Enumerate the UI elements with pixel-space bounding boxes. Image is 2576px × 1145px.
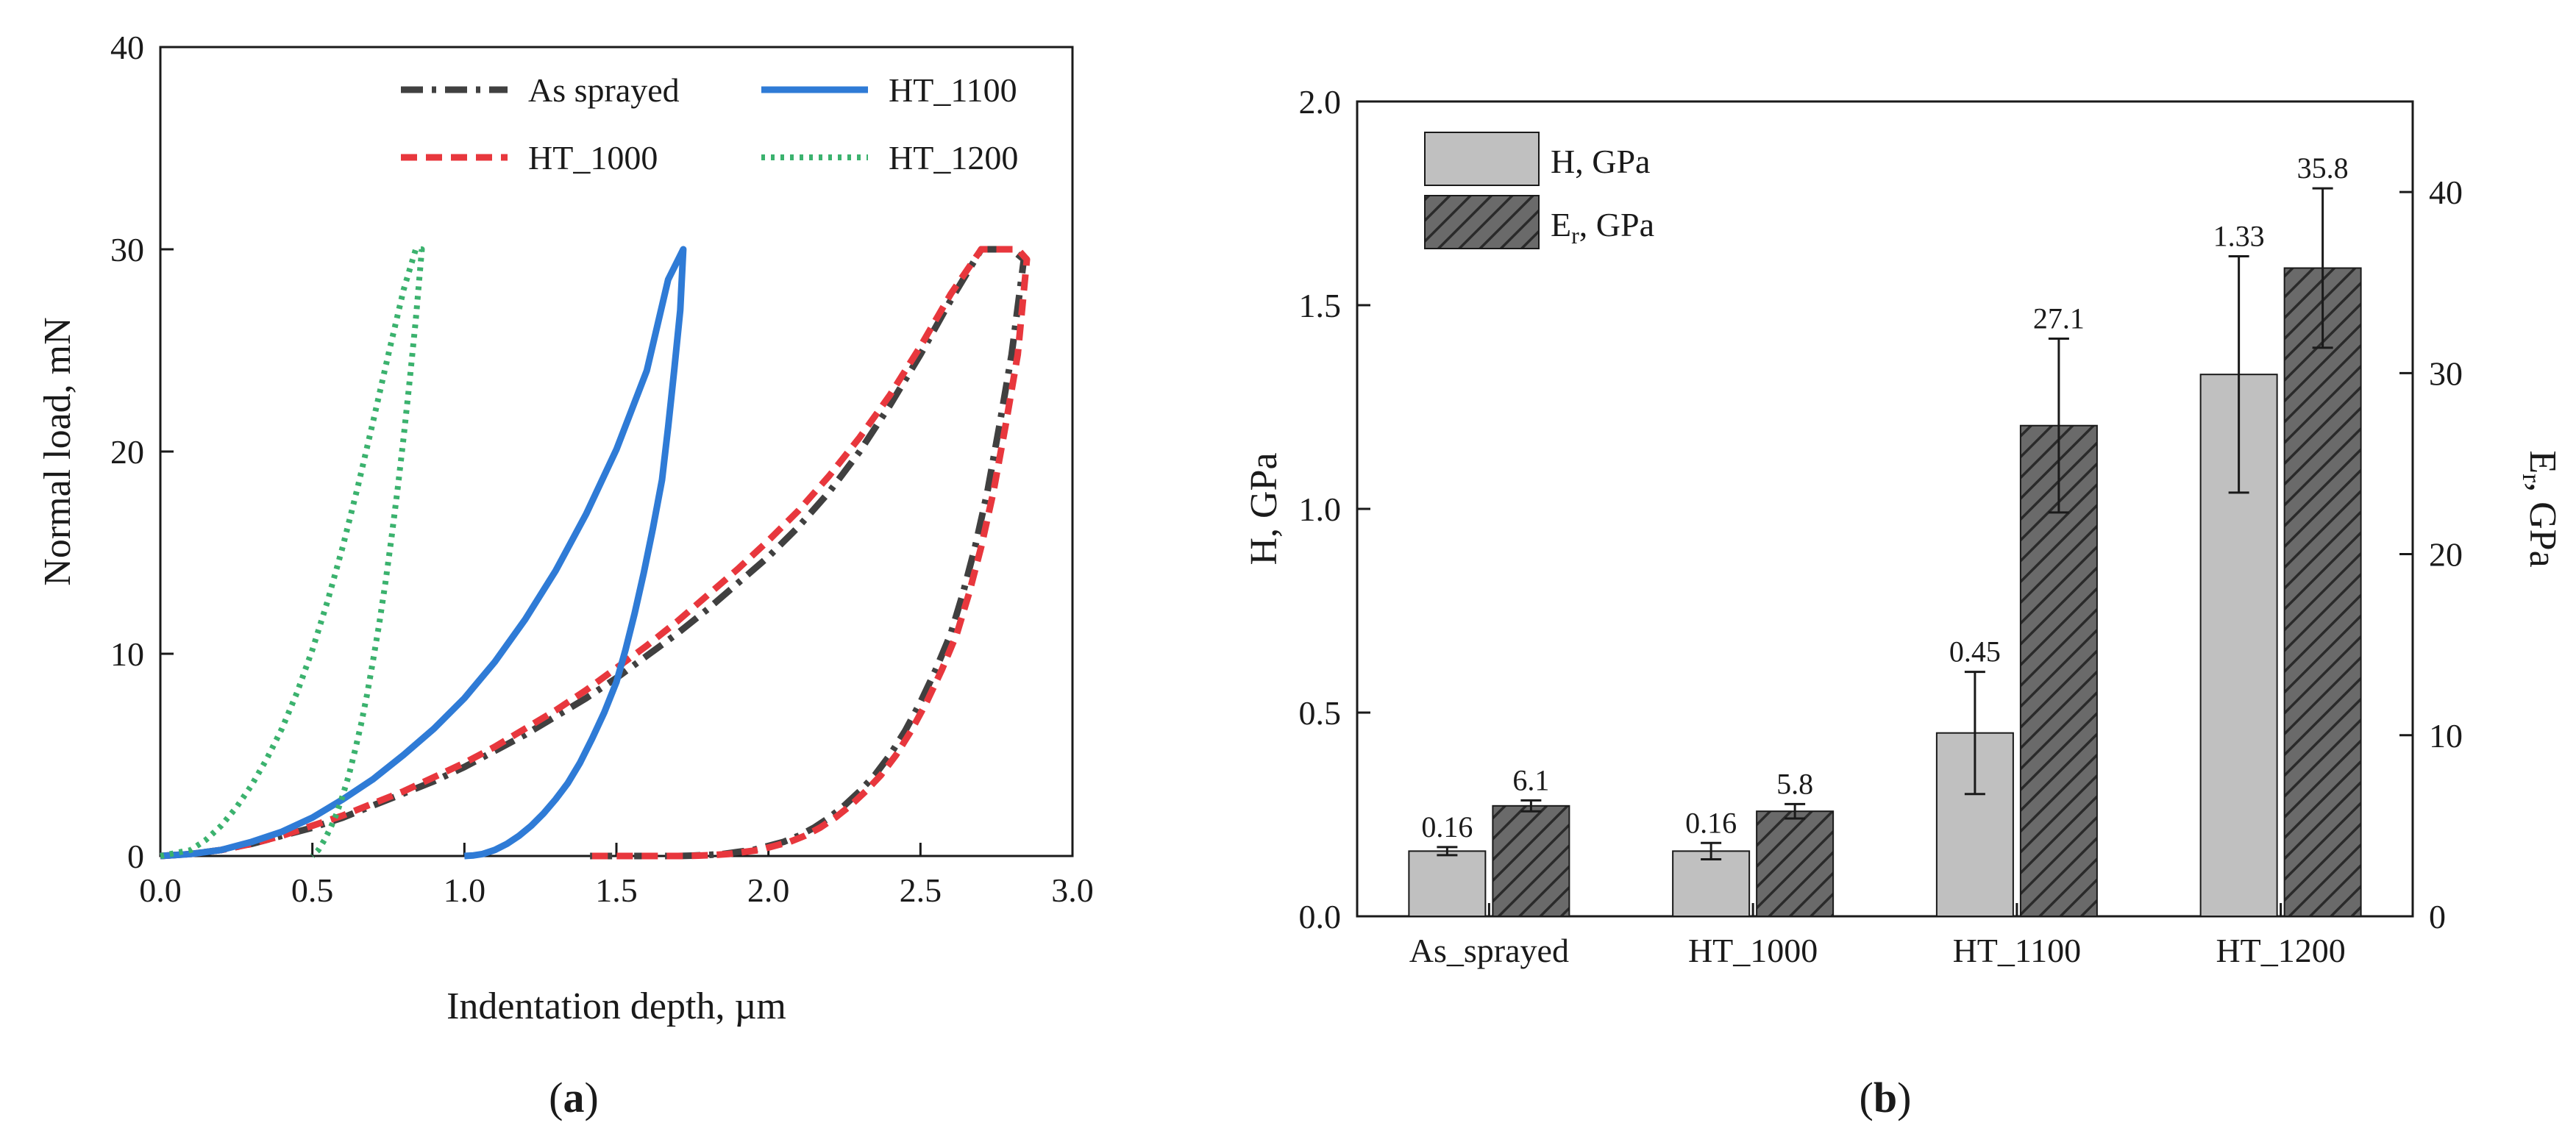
data-label: 0.16 bbox=[1685, 806, 1737, 839]
series-line-as-sprayed bbox=[160, 246, 1028, 860]
y-tick-label: 20 bbox=[110, 433, 144, 471]
right-y-tick-label: 20 bbox=[2429, 536, 2463, 574]
data-label: 1.33 bbox=[2213, 220, 2265, 253]
series-line-ht-1200 bbox=[160, 246, 425, 859]
legend-label-as-sprayed: As sprayed bbox=[528, 71, 680, 109]
x-tick-label: 2.0 bbox=[747, 871, 790, 909]
data-label: 0.45 bbox=[1949, 635, 2001, 668]
left-y-tick-label: 0.5 bbox=[1299, 694, 1342, 732]
left-y-tick-label: 1.0 bbox=[1299, 491, 1342, 528]
left-y-tick-label: 2.0 bbox=[1299, 83, 1342, 121]
panel-a-x-axis-label: Indentation depth, µm bbox=[446, 985, 786, 1027]
legend-swatch-modulus bbox=[1424, 195, 1540, 249]
right-y-tick-label: 30 bbox=[2429, 354, 2463, 392]
x-tick-label: 3.0 bbox=[1051, 871, 1094, 909]
category-label-ht-1200: HT_1200 bbox=[2216, 932, 2345, 969]
data-label: 0.16 bbox=[1421, 810, 1473, 843]
bar-hardness-as-sprayed bbox=[1408, 850, 1487, 917]
bar-hardness-ht-1000 bbox=[1672, 850, 1751, 917]
panel-b-legend: H, GPa Er, GPa bbox=[1424, 132, 1654, 249]
panel-a-ticks: 0.0 0.5 1.0 1.5 2.0 2.5 3.0 0 10 20 30 40 bbox=[110, 29, 1094, 909]
legend-label-ht-1200: HT_1200 bbox=[889, 139, 1018, 176]
data-label: 27.1 bbox=[2033, 302, 2085, 335]
left-y-tick-label: 1.5 bbox=[1299, 287, 1342, 324]
legend-label-ht-1100: HT_1100 bbox=[889, 71, 1017, 109]
x-tick-label: 1.0 bbox=[444, 871, 486, 909]
panel-b-ticks: 0.0 0.5 1.0 1.5 2.0 0 10 20 30 40 As_sprayed HT_100… bbox=[1299, 83, 2463, 969]
panel-b: 0.0 0.5 1.0 1.5 2.0 0 10 20 30 40 As_sprayed HT_100… bbox=[1243, 83, 2563, 1121]
category-label-ht-1000: HT_1000 bbox=[1688, 932, 1818, 969]
legend-swatch-hardness bbox=[1424, 132, 1540, 186]
panel-a-label: (a) bbox=[549, 1074, 599, 1121]
bar-modulus-ht-1000 bbox=[1756, 810, 1835, 918]
panel-a: 0.0 0.5 1.0 1.5 2.0 2.5 3.0 0 10 20 30 40 As spraye… bbox=[37, 29, 1094, 1121]
legend-label-modulus: Er, GPa bbox=[1551, 206, 1654, 249]
y-tick-label: 0 bbox=[127, 838, 144, 875]
legend-label-hardness: H, GPa bbox=[1551, 143, 1650, 180]
x-tick-label: 0.5 bbox=[291, 871, 334, 909]
series-line-ht-1000 bbox=[160, 246, 1031, 860]
category-label-ht-1100: HT_1100 bbox=[1953, 932, 2082, 969]
category-label-as-sprayed: As_sprayed bbox=[1409, 932, 1569, 969]
panel-a-series-lines bbox=[160, 246, 1031, 860]
y-tick-label: 10 bbox=[110, 635, 144, 673]
panel-b-y-axis-label-right: Er, GPa bbox=[2517, 450, 2563, 567]
series-line-ht-1100 bbox=[160, 246, 687, 860]
right-y-tick-label: 0 bbox=[2429, 898, 2446, 935]
x-tick-label: 1.5 bbox=[595, 871, 638, 909]
right-y-tick-label: 40 bbox=[2429, 174, 2463, 211]
x-tick-label: 0.0 bbox=[139, 871, 182, 909]
panel-b-label: (b) bbox=[1860, 1074, 1912, 1121]
panel-b-y-axis-label-left: H, GPa bbox=[1243, 452, 1285, 565]
data-label: 35.8 bbox=[2297, 151, 2349, 185]
x-tick-label: 2.5 bbox=[900, 871, 942, 909]
panel-a-y-axis-label: Normal load, mN bbox=[37, 317, 79, 585]
panel-a-legend: As sprayed HT_1100 HT_1000 HT_1200 bbox=[401, 71, 1018, 176]
y-tick-label: 30 bbox=[110, 231, 144, 268]
bar-modulus-as-sprayed bbox=[1492, 805, 1570, 917]
legend-label-ht-1000: HT_1000 bbox=[528, 139, 658, 176]
panel-b-bars: 0.16 6.1 0.16 5.8 0.45 27.1 1.33 35.8 bbox=[1408, 151, 2362, 918]
data-label: 5.8 bbox=[1776, 767, 1813, 800]
left-y-tick-label: 0.0 bbox=[1299, 898, 1342, 935]
bar-modulus-ht-1200 bbox=[2283, 267, 2362, 918]
right-y-tick-label: 10 bbox=[2429, 717, 2463, 755]
data-label: 6.1 bbox=[1512, 763, 1549, 796]
y-tick-label: 40 bbox=[110, 29, 144, 66]
